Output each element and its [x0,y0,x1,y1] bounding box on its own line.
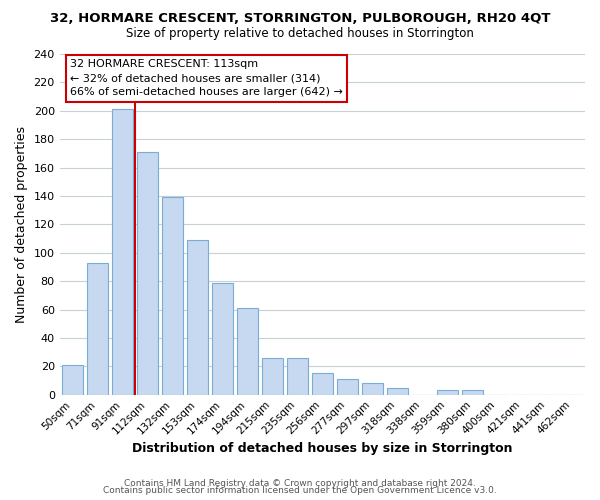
Bar [387,388,408,394]
Bar [62,365,83,394]
Text: 32, HORMARE CRESCENT, STORRINGTON, PULBOROUGH, RH20 4QT: 32, HORMARE CRESCENT, STORRINGTON, PULBO… [50,12,550,26]
Text: Contains public sector information licensed under the Open Government Licence v3: Contains public sector information licen… [103,486,497,495]
Text: 32 HORMARE CRESCENT: 113sqm
← 32% of detached houses are smaller (314)
66% of se: 32 HORMARE CRESCENT: 113sqm ← 32% of det… [70,59,343,97]
Bar [262,358,283,395]
Y-axis label: Number of detached properties: Number of detached properties [15,126,28,323]
Bar [287,358,308,395]
Bar [212,282,233,395]
Bar [312,374,333,394]
Bar [137,152,158,394]
X-axis label: Distribution of detached houses by size in Storrington: Distribution of detached houses by size … [132,442,512,455]
Bar [236,308,258,394]
Bar [437,390,458,394]
Bar [337,379,358,394]
Bar [462,390,483,394]
Bar [86,262,108,394]
Bar [112,110,133,395]
Bar [187,240,208,394]
Text: Size of property relative to detached houses in Storrington: Size of property relative to detached ho… [126,26,474,40]
Text: Contains HM Land Registry data © Crown copyright and database right 2024.: Contains HM Land Registry data © Crown c… [124,478,476,488]
Bar [161,198,183,394]
Bar [362,384,383,394]
